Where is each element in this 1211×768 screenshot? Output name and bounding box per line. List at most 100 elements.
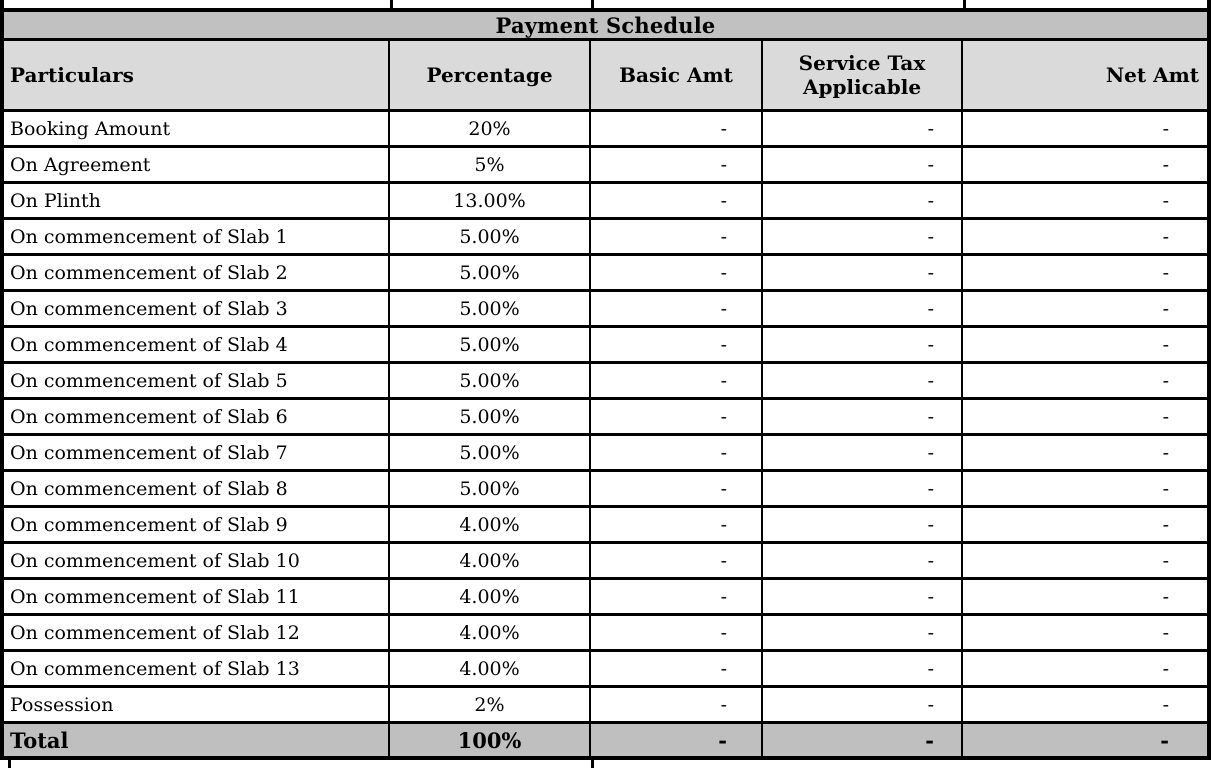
cell-service_tax_applicable: - — [763, 328, 963, 361]
grid-line — [591, 0, 594, 8]
cell-service_tax_applicable: - — [763, 148, 963, 181]
cell-particulars: On commencement of Slab 13 — [4, 652, 390, 685]
cell-percentage: 5.00% — [390, 256, 591, 289]
cell-basic_amt: - — [591, 256, 763, 289]
cell-basic_amt: - — [591, 148, 763, 181]
table-row: On commencement of Slab 2 5.00% - - - — [4, 256, 1207, 292]
cell-basic_amt: - — [591, 328, 763, 361]
cell-particulars: On commencement of Slab 6 — [4, 400, 390, 433]
cell-particulars: On commencement of Slab 4 — [4, 328, 390, 361]
cell-particulars: On Plinth — [4, 184, 390, 217]
cell-basic_amt: - — [591, 436, 763, 469]
cell-service_tax_applicable: - — [763, 544, 963, 577]
cell-service_tax_applicable: - — [763, 184, 963, 217]
next-table-partial-row — [0, 760, 1211, 768]
cell-service_tax_applicable: - — [763, 400, 963, 433]
cell-percentage: 5.00% — [390, 364, 591, 397]
cell-basic_amt: - — [591, 184, 763, 217]
cell-particulars: On commencement of Slab 8 — [4, 472, 390, 505]
column-header-percentage: Percentage — [390, 41, 591, 109]
grid-line — [390, 0, 393, 8]
cell-basic_amt: - — [591, 220, 763, 253]
cell-net_amt: - — [1162, 621, 1169, 644]
cell-particulars: Booking Amount — [4, 112, 390, 145]
table-row: On commencement of Slab 3 5.00% - - - — [4, 292, 1207, 328]
cell-particulars: On Agreement — [4, 148, 390, 181]
cell-percentage: 4.00% — [390, 616, 591, 649]
cell-particulars: On commencement of Slab 10 — [4, 544, 390, 577]
cell-percentage: 4.00% — [390, 508, 591, 541]
cell-basic_amt: - — [591, 364, 763, 397]
cell-basic_amt: - — [591, 544, 763, 577]
cell-basic_amt: - — [591, 112, 763, 145]
cell-percentage: 20% — [390, 112, 591, 145]
cell-net_amt: - — [1162, 549, 1169, 572]
cell-service_tax_applicable: - — [763, 364, 963, 397]
column-header-basic_amt: Basic Amt — [591, 41, 763, 109]
table-row: On commencement of Slab 9 4.00% - - - — [4, 508, 1207, 544]
cell-net_amt: - — [1162, 657, 1169, 680]
cell-net_amt: - — [1162, 513, 1169, 536]
table-row: On Plinth 13.00% - - - — [4, 184, 1207, 220]
cell-net_amt: - — [1162, 117, 1169, 140]
cell-net_amt: - — [1162, 441, 1169, 464]
cell-percentage: 5.00% — [390, 292, 591, 325]
table-row: Possession 2% - - - — [4, 688, 1207, 724]
table-row: Booking Amount 20% - - - — [4, 112, 1207, 148]
table-row: On commencement of Slab 10 4.00% - - - — [4, 544, 1207, 580]
cell-basic_amt: - — [591, 292, 763, 325]
cell-particulars: On commencement of Slab 2 — [4, 256, 390, 289]
table-row: On commencement of Slab 5 5.00% - - - — [4, 364, 1207, 400]
table-row: On Agreement 5% - - - — [4, 148, 1207, 184]
cell-percentage: 4.00% — [390, 652, 591, 685]
cell-net_amt: - — [1162, 693, 1169, 716]
table-title: Payment Schedule — [495, 12, 716, 38]
cell-percentage: 5.00% — [390, 472, 591, 505]
cell-basic_amt: - — [591, 472, 763, 505]
cell-net_amt: - — [1162, 585, 1169, 608]
cell-service_tax_applicable: - — [763, 688, 963, 721]
cell-percentage: 5.00% — [390, 436, 591, 469]
table-header-row: Particulars Percentage Basic Amt Service Ta… — [4, 41, 1207, 112]
table-row: On commencement of Slab 1 5.00% - - - — [4, 220, 1207, 256]
cell-basic_amt: - — [591, 688, 763, 721]
table-row: On commencement of Slab 7 5.00% - - - — [4, 436, 1207, 472]
table-row: On commencement of Slab 11 4.00% - - - — [4, 580, 1207, 616]
cell-particulars: On commencement of Slab 9 — [4, 508, 390, 541]
cell-basic_amt: - — [591, 508, 763, 541]
cell-service_tax_applicable: - — [763, 436, 963, 469]
cell-net_amt: - — [1162, 333, 1169, 356]
table-total-row: Total 100% - - - — [4, 724, 1207, 760]
cell-service_tax_applicable: - — [763, 580, 963, 613]
cell-service_tax_applicable: - — [763, 256, 963, 289]
grid-line — [963, 0, 966, 8]
column-header-net_amt: Net Amt — [1105, 63, 1199, 87]
cell-service_tax_applicable: - — [763, 220, 963, 253]
cell-percentage: 100% — [390, 724, 591, 756]
grid-line — [8, 760, 11, 768]
cell-particulars: Possession — [4, 688, 390, 721]
cell-percentage: 2% — [390, 688, 591, 721]
cell-basic_amt: - — [591, 400, 763, 433]
cell-basic_amt: - — [591, 580, 763, 613]
cell-service_tax_applicable: - — [763, 508, 963, 541]
cell-percentage: 5.00% — [390, 328, 591, 361]
cell-percentage: 4.00% — [390, 580, 591, 613]
cell-net_amt: - — [1162, 189, 1169, 212]
cell-percentage: 5% — [390, 148, 591, 181]
table-row: On commencement of Slab 13 4.00% - - - — [4, 652, 1207, 688]
cell-service_tax_applicable: - — [763, 112, 963, 145]
cell-particulars: Total — [4, 724, 390, 756]
cell-net_amt: - — [1162, 153, 1169, 176]
cell-basic_amt: - — [591, 724, 763, 756]
cell-particulars: On commencement of Slab 12 — [4, 616, 390, 649]
table-row: On commencement of Slab 6 5.00% - - - — [4, 400, 1207, 436]
cell-particulars: On commencement of Slab 5 — [4, 364, 390, 397]
cell-net_amt: - — [1162, 369, 1169, 392]
cell-percentage: 5.00% — [390, 400, 591, 433]
cell-basic_amt: - — [591, 616, 763, 649]
cell-service_tax_applicable: - — [763, 652, 963, 685]
cell-service_tax_applicable: - — [763, 472, 963, 505]
cell-particulars: On commencement of Slab 1 — [4, 220, 390, 253]
